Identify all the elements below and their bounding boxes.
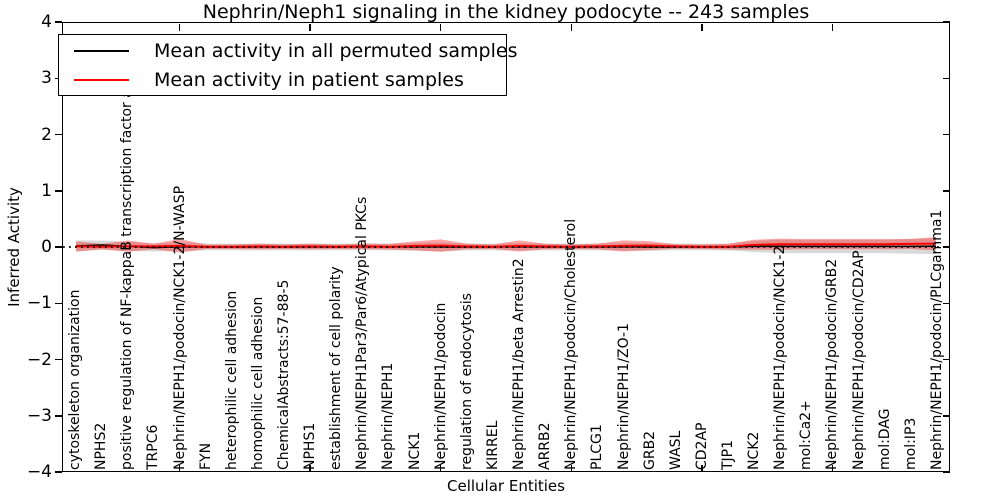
x-tick-label: Nephrin/NEPH1/podocin/Cholesterol [563, 218, 580, 470]
x-tick-label: CD2AP [693, 422, 710, 470]
y-tick-label: −2 [26, 349, 52, 370]
x-tick-label: positive regulation of NF-kappaB transcr… [119, 89, 136, 470]
x-tick-label: PLCG1 [589, 424, 606, 470]
x-tick-mark [701, 465, 703, 472]
plot-area [62, 22, 950, 472]
x-tick-label: mol:IP3 [902, 417, 919, 470]
y-tick-mark [943, 415, 950, 417]
y-tick-mark [943, 133, 950, 136]
x-tick-label: Nephrin/NEPH1/podocin/PLCgamma1 [928, 209, 945, 470]
x-tick-label: TRPC6 [145, 424, 162, 470]
y-tick-mark [55, 21, 62, 23]
x-tick-mark [178, 465, 181, 472]
x-tick-label: Nephrin/NEPH1/podocin/CD2AP [850, 250, 867, 470]
legend: Mean activity in all permuted samples Me… [58, 34, 517, 96]
x-tick-label: ARRB2 [537, 422, 554, 470]
x-tick-label: mol:Ca2+ [798, 400, 815, 470]
y-tick-mark [55, 358, 62, 361]
x-tick-mark [831, 465, 834, 472]
x-tick-label: FYN [197, 442, 214, 470]
x-tick-label: heterophilic cell adhesion [223, 290, 240, 470]
x-axis-label: Cellular Entities [447, 477, 565, 495]
x-tick-label: Nephrin/NEPH1Par3/Par6/Atypical PKCs [354, 196, 371, 470]
y-tick-mark [55, 133, 62, 136]
x-tick-mark [570, 23, 573, 31]
x-tick-label: ChemicalAbstracts:57-88-5 [276, 279, 292, 470]
x-tick-mark [439, 465, 442, 472]
x-tick-label: NPHS1 [302, 422, 319, 470]
plot-canvas [63, 236, 949, 254]
x-tick-label: homophilic cell adhesion [249, 296, 266, 470]
y-tick-label: 4 [41, 12, 52, 32]
patient-band [76, 236, 936, 253]
y-tick-label: 2 [41, 124, 52, 145]
x-tick-label: Nephrin/NEPH1/beta Arrestin2 [511, 258, 528, 470]
y-tick-mark [55, 415, 62, 417]
x-tick-label: GRB2 [641, 430, 658, 470]
x-tick-mark [570, 465, 573, 472]
x-tick-label: regulation of endocytosis [458, 293, 475, 470]
y-tick-mark [943, 190, 950, 192]
x-tick-mark [701, 23, 703, 31]
x-tick-label: Nephrin/NEPH1 [380, 362, 397, 470]
y-tick-mark [55, 471, 62, 473]
x-tick-label: cytoskeleton organization [67, 289, 84, 470]
y-tick-label: −3 [26, 405, 52, 426]
y-tick-label: 0 [41, 237, 52, 257]
x-tick-label: WASL [667, 430, 684, 470]
y-tick-mark [55, 302, 62, 304]
y-tick-mark [55, 190, 62, 192]
x-tick-label: Nephrin/NEPH1/podocin/GRB2 [824, 258, 841, 470]
x-tick-label: Nephrin/NEPH1/ZO-1 [615, 323, 632, 470]
y-tick-mark [943, 302, 950, 304]
y-tick-mark [55, 246, 62, 248]
x-tick-label: NCK2 [746, 431, 763, 470]
y-tick-label: −4 [26, 462, 52, 482]
x-tick-mark [309, 23, 311, 31]
x-tick-label: Nephrin/NEPH1/podocin/NCK1-2/N-WASP [171, 185, 188, 470]
legend-line-permuted-swatch [74, 49, 129, 52]
y-axis-label: Inferred Activity [5, 187, 23, 307]
y-tick-mark [943, 471, 950, 473]
legend-entry-permuted: Mean activity in all permuted samples [59, 37, 517, 64]
legend-entry-patient: Mean activity in patient samples [59, 66, 506, 93]
legend-label-permuted: Mean activity in all permuted samples [154, 39, 518, 62]
x-tick-mark [831, 23, 834, 31]
x-tick-label: mol:DAG [876, 408, 893, 470]
legend-label-patient: Mean activity in patient samples [154, 68, 464, 91]
x-tick-mark [309, 465, 311, 472]
y-tick-label: 3 [41, 68, 52, 89]
x-tick-label: TJP1 [720, 439, 736, 470]
x-tick-mark [178, 23, 181, 31]
y-tick-mark [943, 246, 950, 248]
y-tick-mark [943, 358, 950, 361]
y-tick-label: 1 [41, 180, 52, 201]
x-tick-label: establishment of cell polarity [328, 266, 345, 470]
y-tick-mark [943, 21, 950, 23]
x-tick-mark [439, 23, 442, 31]
y-tick-label: −1 [26, 293, 52, 314]
x-tick-label: NPHS2 [93, 422, 110, 470]
legend-line-patient-swatch [74, 78, 129, 81]
y-tick-mark [943, 77, 950, 79]
x-tick-label: Nephrin/NEPH1/podocin/NCK1-2 [772, 245, 789, 470]
x-tick-label: KIRREL [484, 420, 501, 470]
chart-title: Nephrin/Neph1 signaling in the kidney po… [202, 1, 810, 23]
x-tick-label: Nephrin/NEPH1/podocin [432, 302, 449, 470]
x-tick-label: NCK1 [406, 431, 423, 470]
